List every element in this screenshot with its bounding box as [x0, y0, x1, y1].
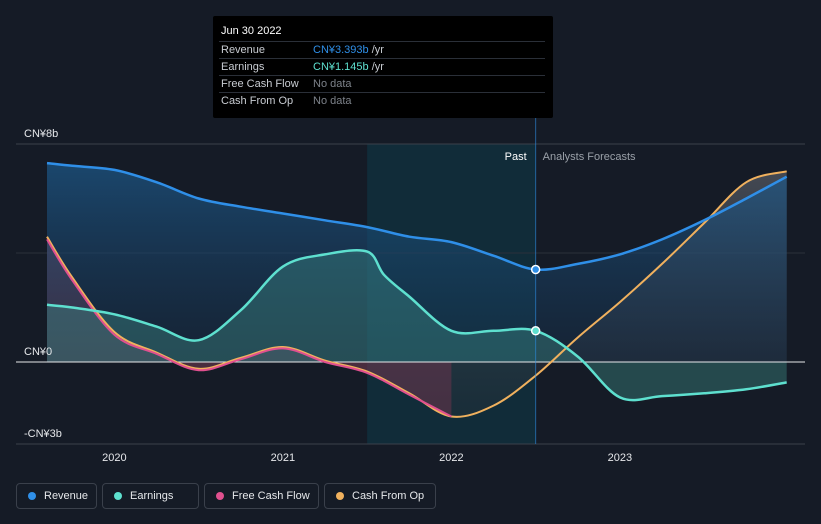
legend-label-cash-from-op: Cash From Op — [352, 490, 425, 502]
y-axis: CN¥8b CN¥0 -CN¥3b — [24, 128, 62, 440]
legend-dot-earnings — [114, 492, 122, 500]
x-tick-label: 2021 — [271, 452, 295, 464]
tooltip-label-revenue: Revenue — [221, 44, 266, 56]
legend-label-revenue: Revenue — [44, 490, 89, 502]
line-cash-from-op — [46, 170, 787, 418]
tooltip-label-free-cash-flow: Free Cash Flow — [221, 78, 299, 90]
line-free-cash-flow — [46, 238, 452, 418]
tooltip: Jun 30 2022 Revenue CN¥3.393b /yr Earnin… — [213, 16, 553, 118]
x-tick-label: 2022 — [439, 452, 463, 464]
tooltip-row-free-cash-flow: Free Cash Flow No data — [219, 75, 545, 92]
area-earnings — [47, 250, 787, 401]
series-areas — [47, 163, 787, 417]
legend-dot-revenue — [28, 492, 36, 500]
tooltip-row-revenue: Revenue CN¥3.393b /yr — [219, 41, 545, 58]
x-axis: 2020 2021 2022 2023 — [102, 452, 632, 464]
legend-dot-cash-from-op — [336, 492, 344, 500]
tooltip-value-cash-from-op: No data — [313, 95, 352, 107]
tooltip-date: Jun 30 2022 — [221, 25, 282, 37]
legend-dot-free-cash-flow — [216, 492, 224, 500]
tooltip-value-revenue: CN¥3.393b /yr — [313, 44, 384, 56]
past-label: Past — [505, 151, 527, 163]
tooltip-row-cash-from-op: Cash From Op No data — [219, 92, 545, 109]
tooltip-value-earnings: CN¥1.145b /yr — [313, 61, 384, 73]
tooltip-label-cash-from-op: Cash From Op — [221, 95, 294, 107]
x-tick-label: 2020 — [102, 452, 126, 464]
series-lines — [46, 161, 788, 418]
marker-earnings — [530, 326, 541, 336]
legend-label-free-cash-flow: Free Cash Flow — [232, 490, 310, 502]
y-tick-label: CN¥0 — [24, 346, 52, 358]
line-earnings — [46, 249, 787, 402]
tooltip-label-earnings: Earnings — [221, 61, 265, 73]
legend-item-earnings[interactable]: Earnings — [102, 483, 199, 509]
legend-item-cash-from-op[interactable]: Cash From Op — [324, 483, 436, 509]
legend-label-earnings: Earnings — [130, 490, 174, 502]
marker-revenue — [530, 264, 541, 275]
x-tick-label: 2023 — [608, 452, 632, 464]
line-revenue — [46, 161, 788, 272]
tooltip-value-free-cash-flow: No data — [313, 78, 352, 90]
y-tick-label: CN¥8b — [24, 128, 58, 140]
tooltip-row-earnings: Earnings CN¥1.145b /yr — [219, 58, 545, 75]
legend-item-free-cash-flow[interactable]: Free Cash Flow — [204, 483, 319, 509]
y-tick-label: -CN¥3b — [24, 428, 62, 440]
series-markers — [530, 264, 541, 336]
forecast-label: Analysts Forecasts — [543, 151, 636, 163]
legend-item-revenue[interactable]: Revenue — [16, 483, 97, 509]
area-revenue — [47, 163, 787, 362]
